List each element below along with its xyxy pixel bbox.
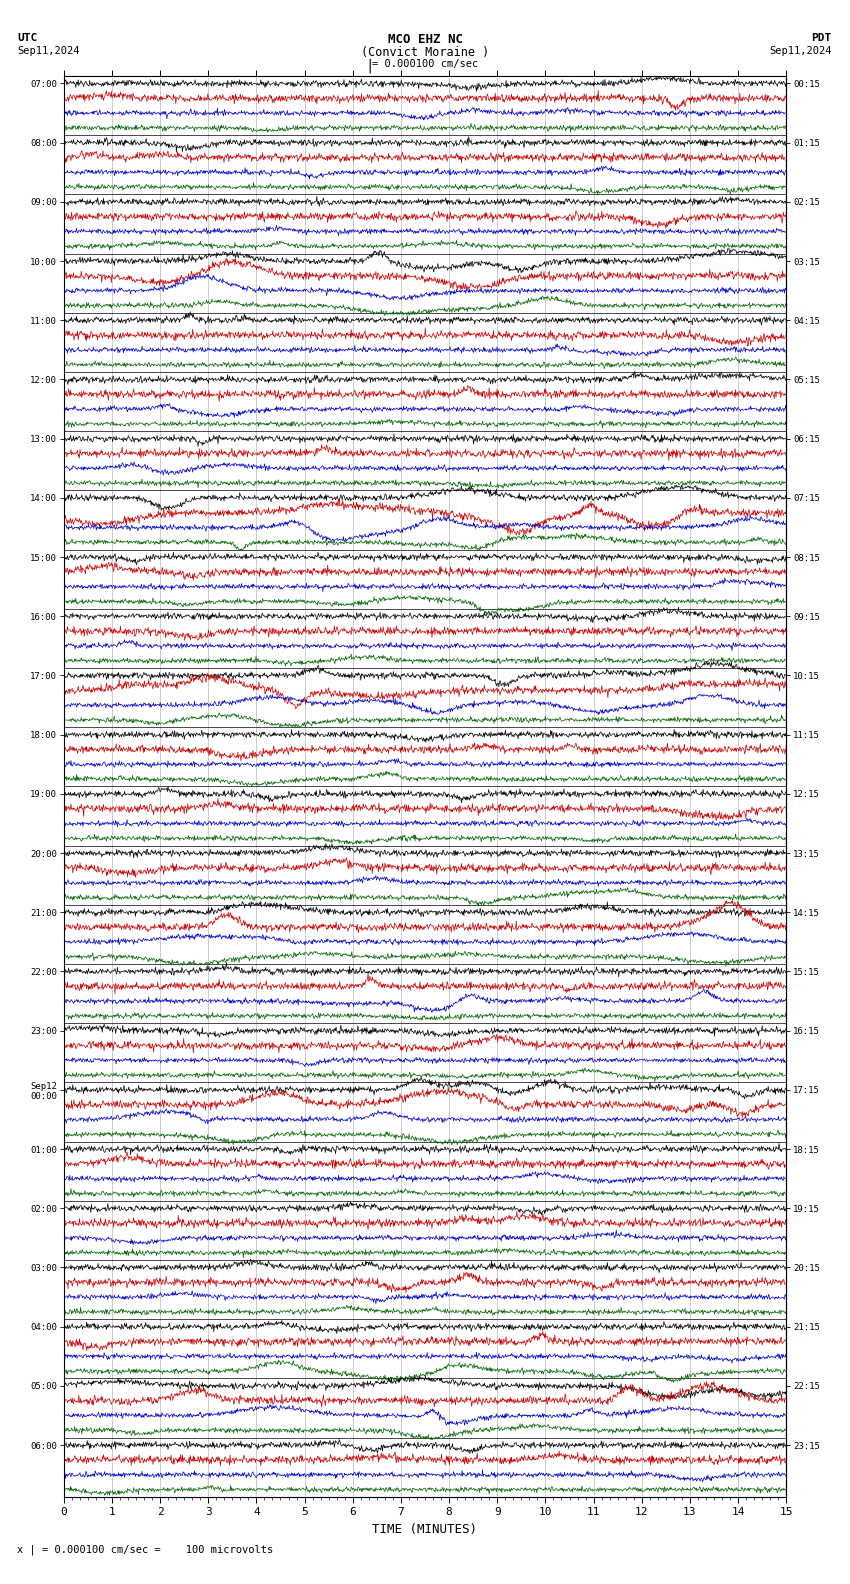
Text: PDT: PDT <box>811 33 831 43</box>
Text: = 0.000100 cm/sec: = 0.000100 cm/sec <box>372 59 479 68</box>
Text: Sep11,2024: Sep11,2024 <box>17 46 80 55</box>
X-axis label: TIME (MINUTES): TIME (MINUTES) <box>372 1522 478 1536</box>
Text: UTC: UTC <box>17 33 37 43</box>
Text: Sep11,2024: Sep11,2024 <box>768 46 831 55</box>
Text: (Convict Moraine ): (Convict Moraine ) <box>361 46 489 59</box>
Text: |: | <box>366 59 374 73</box>
Text: x | = 0.000100 cm/sec =    100 microvolts: x | = 0.000100 cm/sec = 100 microvolts <box>17 1544 273 1555</box>
Text: MCO EHZ NC: MCO EHZ NC <box>388 33 462 46</box>
